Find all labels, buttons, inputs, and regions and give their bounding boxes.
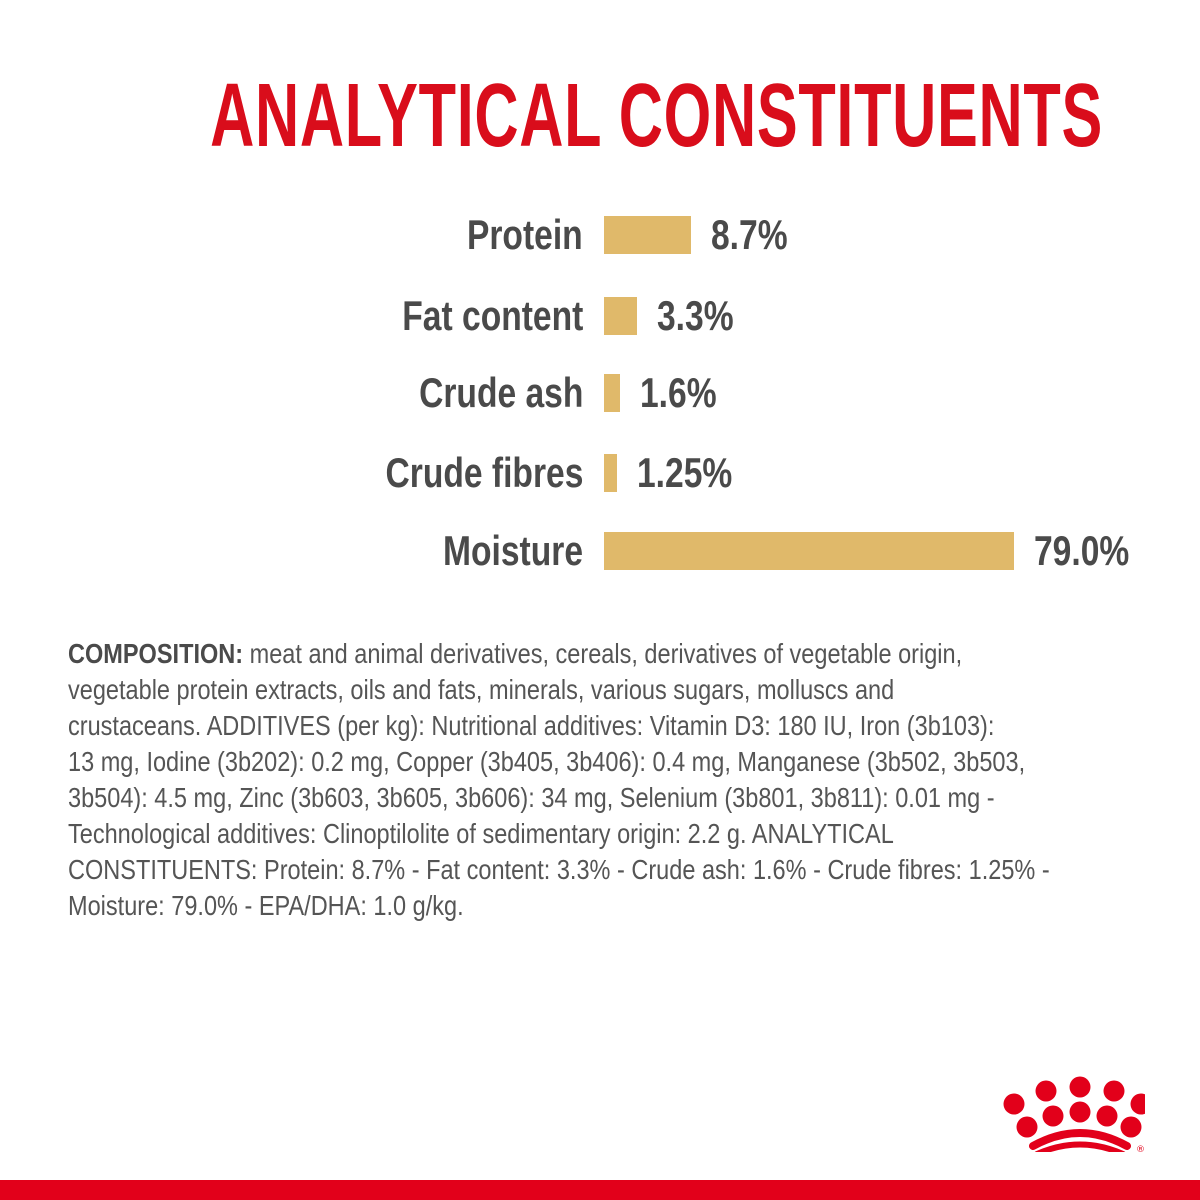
composition-line: Technological additives: Clinoptilolite … bbox=[68, 818, 894, 849]
composition-heading: COMPOSITION: bbox=[68, 638, 244, 669]
bar bbox=[604, 216, 691, 254]
value-label: 8.7% bbox=[711, 211, 788, 258]
category-label: Moisture bbox=[442, 527, 583, 574]
category-label: Crude ash bbox=[418, 369, 583, 416]
registered-mark: ® bbox=[1136, 1145, 1145, 1152]
bar bbox=[604, 532, 1014, 570]
page-title: ANALYTICAL CONSTITUENTS bbox=[210, 66, 1103, 166]
composition-line: vegetable protein extracts, oils and fat… bbox=[68, 674, 895, 705]
value-label: 3.3% bbox=[657, 292, 734, 339]
brand-footer-bar bbox=[0, 1180, 1200, 1200]
composition-line: Moisture: 79.0% - EPA/DHA: 1.0 g/kg. bbox=[68, 890, 464, 921]
royal-canin-crown-logo: ® bbox=[1003, 1076, 1145, 1152]
value-label: 1.25% bbox=[636, 449, 732, 496]
composition-line: COMPOSITION: meat and animal derivatives… bbox=[68, 638, 963, 669]
composition-line: crustaceans. ADDITIVES (per kg): Nutriti… bbox=[68, 710, 995, 741]
composition-line: 3b504): 4.5 mg, Zinc (3b603, 3b605, 3b60… bbox=[68, 782, 995, 813]
value-label: 79.0% bbox=[1034, 527, 1130, 574]
category-label: Crude fibres bbox=[385, 449, 583, 496]
bar bbox=[604, 297, 637, 335]
bar bbox=[604, 374, 620, 412]
category-label: Protein bbox=[467, 211, 583, 258]
composition-text: COMPOSITION: meat and animal derivatives… bbox=[68, 636, 1200, 924]
bar bbox=[604, 454, 617, 492]
value-label: 1.6% bbox=[640, 369, 717, 416]
constituents-bar-chart: Protein 8.7% Fat content 3.3% Crude ash 1.6% C… bbox=[385, 211, 1130, 574]
category-label: Fat content bbox=[401, 292, 583, 339]
composition-line: 13 mg, Iodine (3b202): 0.2 mg, Copper (3… bbox=[68, 746, 1026, 777]
composition-line: CONSTITUENTS: Protein: 8.7% - Fat conten… bbox=[68, 854, 1050, 885]
